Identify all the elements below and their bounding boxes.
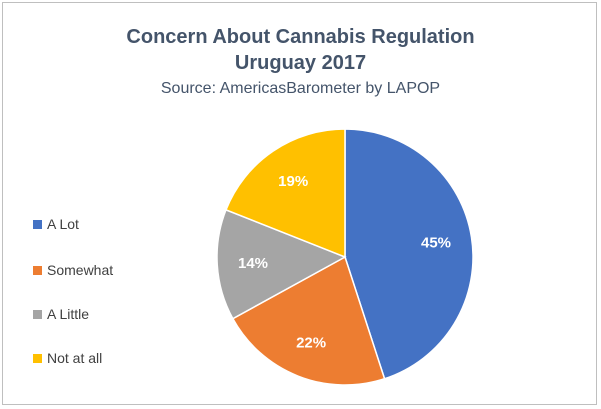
data-label: 22%: [296, 335, 326, 352]
legend-label: A Little: [47, 306, 90, 322]
chart-title-line2: Uruguay 2017: [234, 52, 367, 74]
data-label: 19%: [278, 173, 308, 190]
slice-a-lot: [344, 128, 474, 380]
legend-swatch: [33, 353, 42, 363]
chart-subtitle: Source: AmericasBarometer by LAPOP: [160, 80, 441, 97]
legend-item-somewhat: Somewhat: [33, 261, 113, 279]
slice-not-at-all: [225, 128, 346, 259]
legend-item-a-little: A Little: [33, 305, 89, 323]
legend-swatch: [33, 219, 42, 229]
data-label: 45%: [421, 235, 451, 252]
legend-item-not-at-all: Not at all: [33, 349, 102, 367]
legend-label: Not at all: [47, 350, 103, 366]
legend-label: Somewhat: [47, 262, 114, 278]
chart-title-line1: Concern About Cannabis Regulation: [126, 26, 475, 48]
legend-label: A Lot: [47, 216, 79, 232]
legend-swatch: [33, 265, 42, 275]
legend-swatch: [33, 309, 42, 319]
pie-chart: 45% 22% 14% 19%: [216, 128, 474, 386]
data-label: 14%: [238, 255, 268, 272]
chart-frame: Concern About Cannabis Regulation Urugua…: [2, 2, 597, 405]
slice-a-little: [216, 208, 347, 320]
legend-item-a-lot: A Lot: [33, 215, 79, 233]
slice-somewhat: [231, 255, 386, 386]
